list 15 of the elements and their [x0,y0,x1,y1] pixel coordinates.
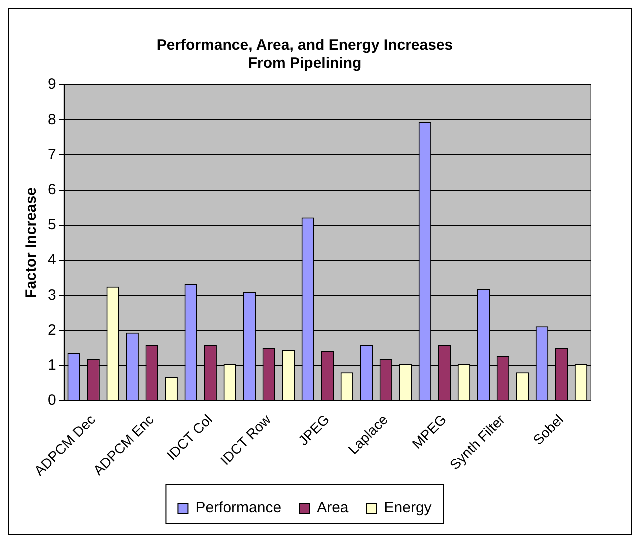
y-tick-label: 3 [48,286,56,304]
y-tick-label: 8 [48,111,56,128]
y-tick-label: 4 [48,252,56,269]
legend-label: Performance [196,500,282,517]
y-axis-title: Factor Increase [23,188,40,298]
y-tick-label: 1 [48,357,56,374]
y-tick-label: 0 [48,392,56,410]
chart-title: Performance, Area, and Energy Increases From Pipelining [156,37,454,72]
y-tick-label: 6 [48,181,56,198]
y-tick-label: 5 [48,216,56,234]
y-tick-label: 2 [48,322,56,339]
legend-label: Area [317,500,350,517]
legend-label: Energy [384,500,432,517]
y-tick-label: 7 [48,146,56,164]
y-tick-label: 9 [48,76,56,94]
